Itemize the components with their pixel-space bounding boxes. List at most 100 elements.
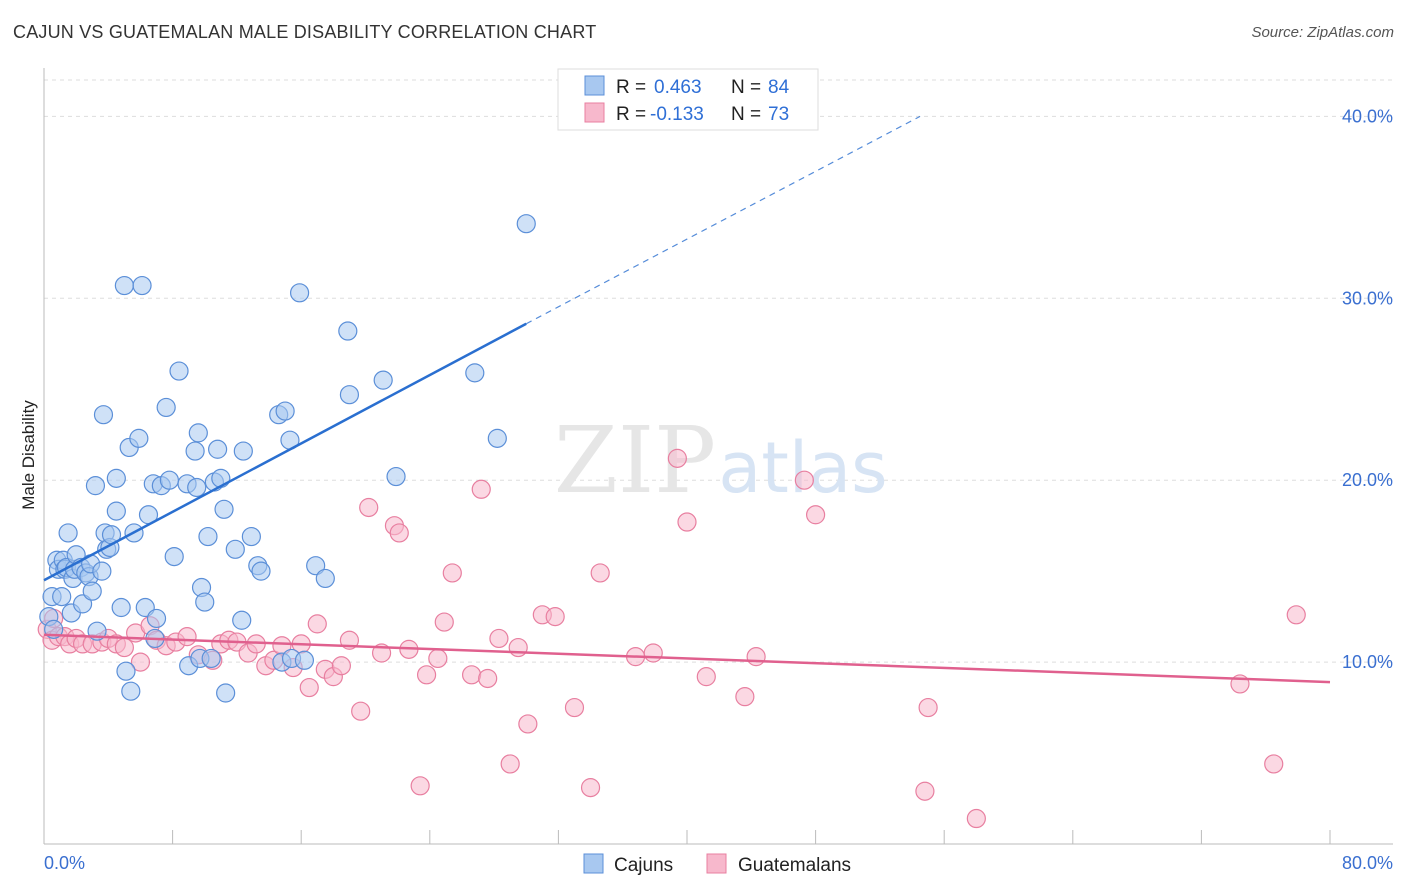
guatemalan-point-50	[471, 479, 491, 499]
guatemalan-point-57	[545, 607, 565, 627]
cajun-point-57	[201, 648, 221, 669]
guatemalan-points	[37, 448, 1306, 829]
guatemalan-point-53	[500, 754, 520, 774]
guatemalan-point-70	[915, 781, 935, 801]
cajun-point-63	[225, 539, 245, 559]
cajun-point-47	[169, 361, 189, 381]
guatemalan-point-48	[442, 563, 462, 583]
cajun-point-76	[306, 556, 326, 576]
legend-guat-r-value: -0.133	[650, 104, 704, 125]
cajun-point-55	[195, 592, 215, 612]
cajun-point-19	[82, 581, 102, 601]
guatemalan-point-54	[508, 637, 528, 658]
cajun-point-34	[121, 681, 141, 701]
cajun-point-80	[373, 370, 393, 390]
series-legend: Cajuns Guatemalans	[583, 853, 851, 876]
legend-swatch-guatemalans	[584, 102, 605, 123]
guatemalan-point-49	[461, 665, 482, 685]
guatemalan-point-55	[518, 714, 538, 734]
guatemalan-point-45	[416, 665, 437, 685]
cajun-point-52	[188, 423, 208, 443]
guatemalan-point-58	[564, 697, 585, 718]
legend-swatch-cajuns	[584, 75, 605, 96]
cajun-trend-extension	[525, 115, 921, 325]
guatemalan-point-46	[428, 648, 448, 669]
cajun-point-78	[338, 321, 358, 341]
guatemalan-point-69	[805, 505, 826, 525]
cajun-point-75	[294, 650, 315, 670]
guatemalan-point-42	[389, 523, 409, 543]
cajun-point-46	[164, 546, 184, 567]
guatemalan-point-71	[918, 697, 938, 718]
legend-guat-n-value: 73	[768, 104, 789, 125]
guatemalan-point-59	[580, 778, 601, 798]
cajun-point-74	[289, 283, 310, 303]
cajun-point-60	[211, 468, 231, 488]
chart-title: CAJUN VS GUATEMALAN MALE DISABILITY CORR…	[13, 22, 597, 42]
guatemalan-point-32	[299, 677, 319, 698]
axes-layer	[43, 68, 1393, 845]
legend-cajun-n-label: N =	[731, 77, 761, 98]
y-tick-label-30: 30.0%	[1342, 288, 1393, 308]
legend-cajun-n-value: 84	[768, 77, 790, 98]
guatemalan-point-75	[1286, 605, 1306, 625]
source-credit: Source: ZipAtlas.com	[1251, 24, 1394, 41]
cajun-point-56	[198, 526, 218, 547]
y-tick-label-40: 40.0%	[1342, 106, 1393, 126]
cajun-trend-line	[43, 322, 527, 582]
guatemalan-point-38	[351, 701, 371, 721]
cajun-point-68	[251, 561, 271, 581]
cajun-point-81	[386, 466, 406, 487]
cajun-point-28	[106, 501, 126, 521]
cajun-point-30	[111, 597, 131, 618]
guatemalan-point-44	[410, 776, 430, 796]
cajun-point-36	[129, 428, 149, 448]
guatemalan-point-39	[359, 497, 379, 518]
cajun-point-83	[487, 428, 507, 448]
series-legend-guatemalans: Guatemalans	[738, 855, 851, 876]
cajun-point-44	[156, 397, 176, 418]
cajun-point-51	[187, 477, 207, 498]
guatemalan-point-47	[434, 612, 454, 632]
guatemalan-point-65	[696, 667, 716, 687]
legend-cajun-r-value: 0.463	[654, 77, 702, 98]
cajun-point-5	[52, 587, 72, 607]
guatemalan-point-12	[114, 637, 134, 658]
cajun-point-23	[93, 405, 114, 425]
cajun-point-66	[241, 526, 261, 547]
guatemalan-point-60	[590, 563, 610, 583]
cajun-point-59	[208, 439, 228, 459]
cajun-points	[39, 214, 536, 703]
cajun-point-62	[216, 683, 236, 703]
guatemalan-point-68	[794, 470, 814, 490]
cajun-point-37	[132, 275, 152, 296]
cajun-point-15	[72, 594, 93, 614]
guatemalan-point-52	[489, 628, 509, 649]
legend-cajun-r-label: R =	[616, 77, 646, 98]
grid-layer	[44, 79, 1393, 663]
series-legend-swatch-guatemalans	[706, 853, 727, 874]
cajun-point-31	[114, 275, 134, 296]
cajun-point-79	[339, 385, 360, 405]
guatemalan-point-51	[478, 668, 498, 689]
y-tick-label-10: 10.0%	[1342, 652, 1393, 672]
guatemalan-point-33	[307, 614, 327, 634]
x-tick-label-min: 0.0%	[44, 853, 85, 873]
guatemalan-point-14	[130, 652, 151, 672]
guatemalan-point-66	[735, 687, 755, 707]
watermark: ZIP atlas	[554, 407, 888, 514]
cajun-point-84	[516, 214, 536, 234]
guatemalan-point-74	[1264, 754, 1284, 774]
cajun-point-45	[159, 470, 179, 490]
cajun-point-9	[58, 523, 78, 543]
y-tick-label-20: 20.0%	[1342, 470, 1393, 490]
watermark-zip: ZIP	[554, 407, 716, 514]
guatemalan-point-19	[177, 627, 197, 647]
legend-guat-r-label: R =	[616, 104, 646, 125]
cajun-point-20	[85, 476, 106, 496]
cajun-point-29	[106, 468, 126, 488]
cajun-point-22	[92, 561, 112, 581]
trend-lines	[43, 115, 1331, 684]
cajun-point-82	[465, 363, 485, 383]
